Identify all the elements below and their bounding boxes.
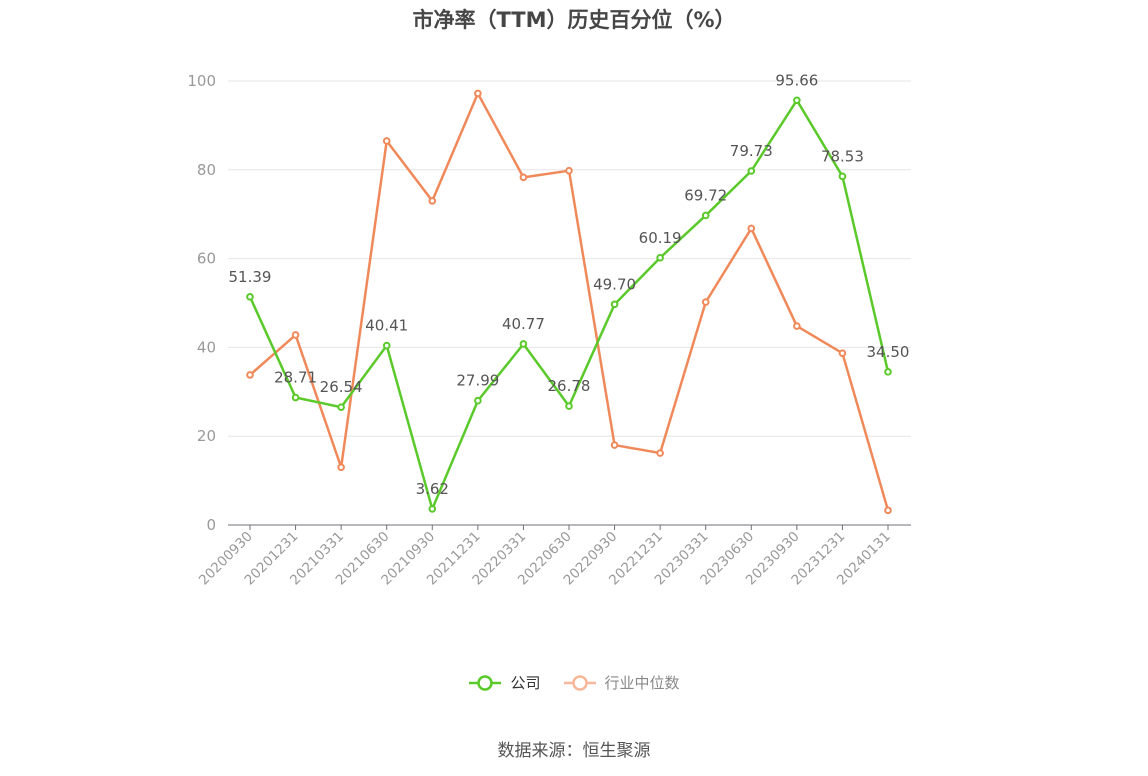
series-lines xyxy=(247,91,891,514)
data-point xyxy=(748,168,754,174)
data-label: 51.39 xyxy=(229,268,272,286)
series-line xyxy=(250,93,888,510)
legend-line-circle-icon xyxy=(468,673,502,693)
series-line xyxy=(250,100,888,509)
data-point xyxy=(521,341,527,347)
data-point xyxy=(521,175,527,181)
data-point xyxy=(657,450,663,456)
y-tick-label: 100 xyxy=(187,72,216,90)
data-label: 78.53 xyxy=(821,147,864,165)
data-point xyxy=(429,198,435,204)
y-tick-label: 60 xyxy=(197,250,216,268)
data-label: 69.72 xyxy=(684,186,727,204)
data-point xyxy=(840,350,846,356)
y-tick-label: 0 xyxy=(206,516,216,534)
data-label: 40.41 xyxy=(365,317,408,335)
data-point xyxy=(384,343,390,349)
data-label: 27.99 xyxy=(456,372,499,390)
y-tick-label: 20 xyxy=(197,427,216,445)
data-point xyxy=(748,226,754,232)
data-point xyxy=(657,255,663,261)
data-label: 79.73 xyxy=(730,142,773,160)
data-point xyxy=(703,213,709,219)
data-point xyxy=(475,398,481,404)
data-label: 28.71 xyxy=(274,369,317,387)
data-point xyxy=(475,91,481,97)
data-label: 26.78 xyxy=(548,377,591,395)
legend-item[interactable]: 行业中位数 xyxy=(563,672,680,693)
legend-item[interactable]: 公司 xyxy=(468,672,540,693)
data-point xyxy=(885,508,891,514)
y-tick-label: 80 xyxy=(197,161,216,179)
legend-label: 行业中位数 xyxy=(605,672,680,693)
data-point xyxy=(566,403,572,409)
data-label: 40.77 xyxy=(502,315,545,333)
data-point xyxy=(247,372,253,378)
data-point xyxy=(566,168,572,174)
data-label: 34.50 xyxy=(867,343,910,361)
data-label: 26.54 xyxy=(320,378,363,396)
data-point xyxy=(612,302,618,308)
data-label: 3.62 xyxy=(416,480,449,498)
data-point xyxy=(840,174,846,180)
y-tick-label: 40 xyxy=(197,338,216,356)
legend-line-circle-icon xyxy=(563,673,597,693)
data-point xyxy=(794,323,800,329)
data-point xyxy=(612,442,618,448)
data-point xyxy=(293,395,299,401)
data-point xyxy=(384,138,390,144)
data-label: 60.19 xyxy=(639,229,682,247)
data-label: 95.66 xyxy=(775,71,818,89)
legend-label: 公司 xyxy=(510,672,540,693)
data-label: 49.70 xyxy=(593,275,636,293)
data-point xyxy=(293,332,299,338)
legend: 公司 行业中位数 xyxy=(0,672,1148,693)
data-point xyxy=(429,506,435,512)
data-point xyxy=(794,97,800,103)
data-point xyxy=(703,299,709,305)
data-point xyxy=(885,369,891,375)
data-point xyxy=(247,294,253,300)
data-point xyxy=(338,464,344,470)
data-point xyxy=(338,404,344,410)
data-source: 数据来源：恒生聚源 xyxy=(0,736,1148,761)
